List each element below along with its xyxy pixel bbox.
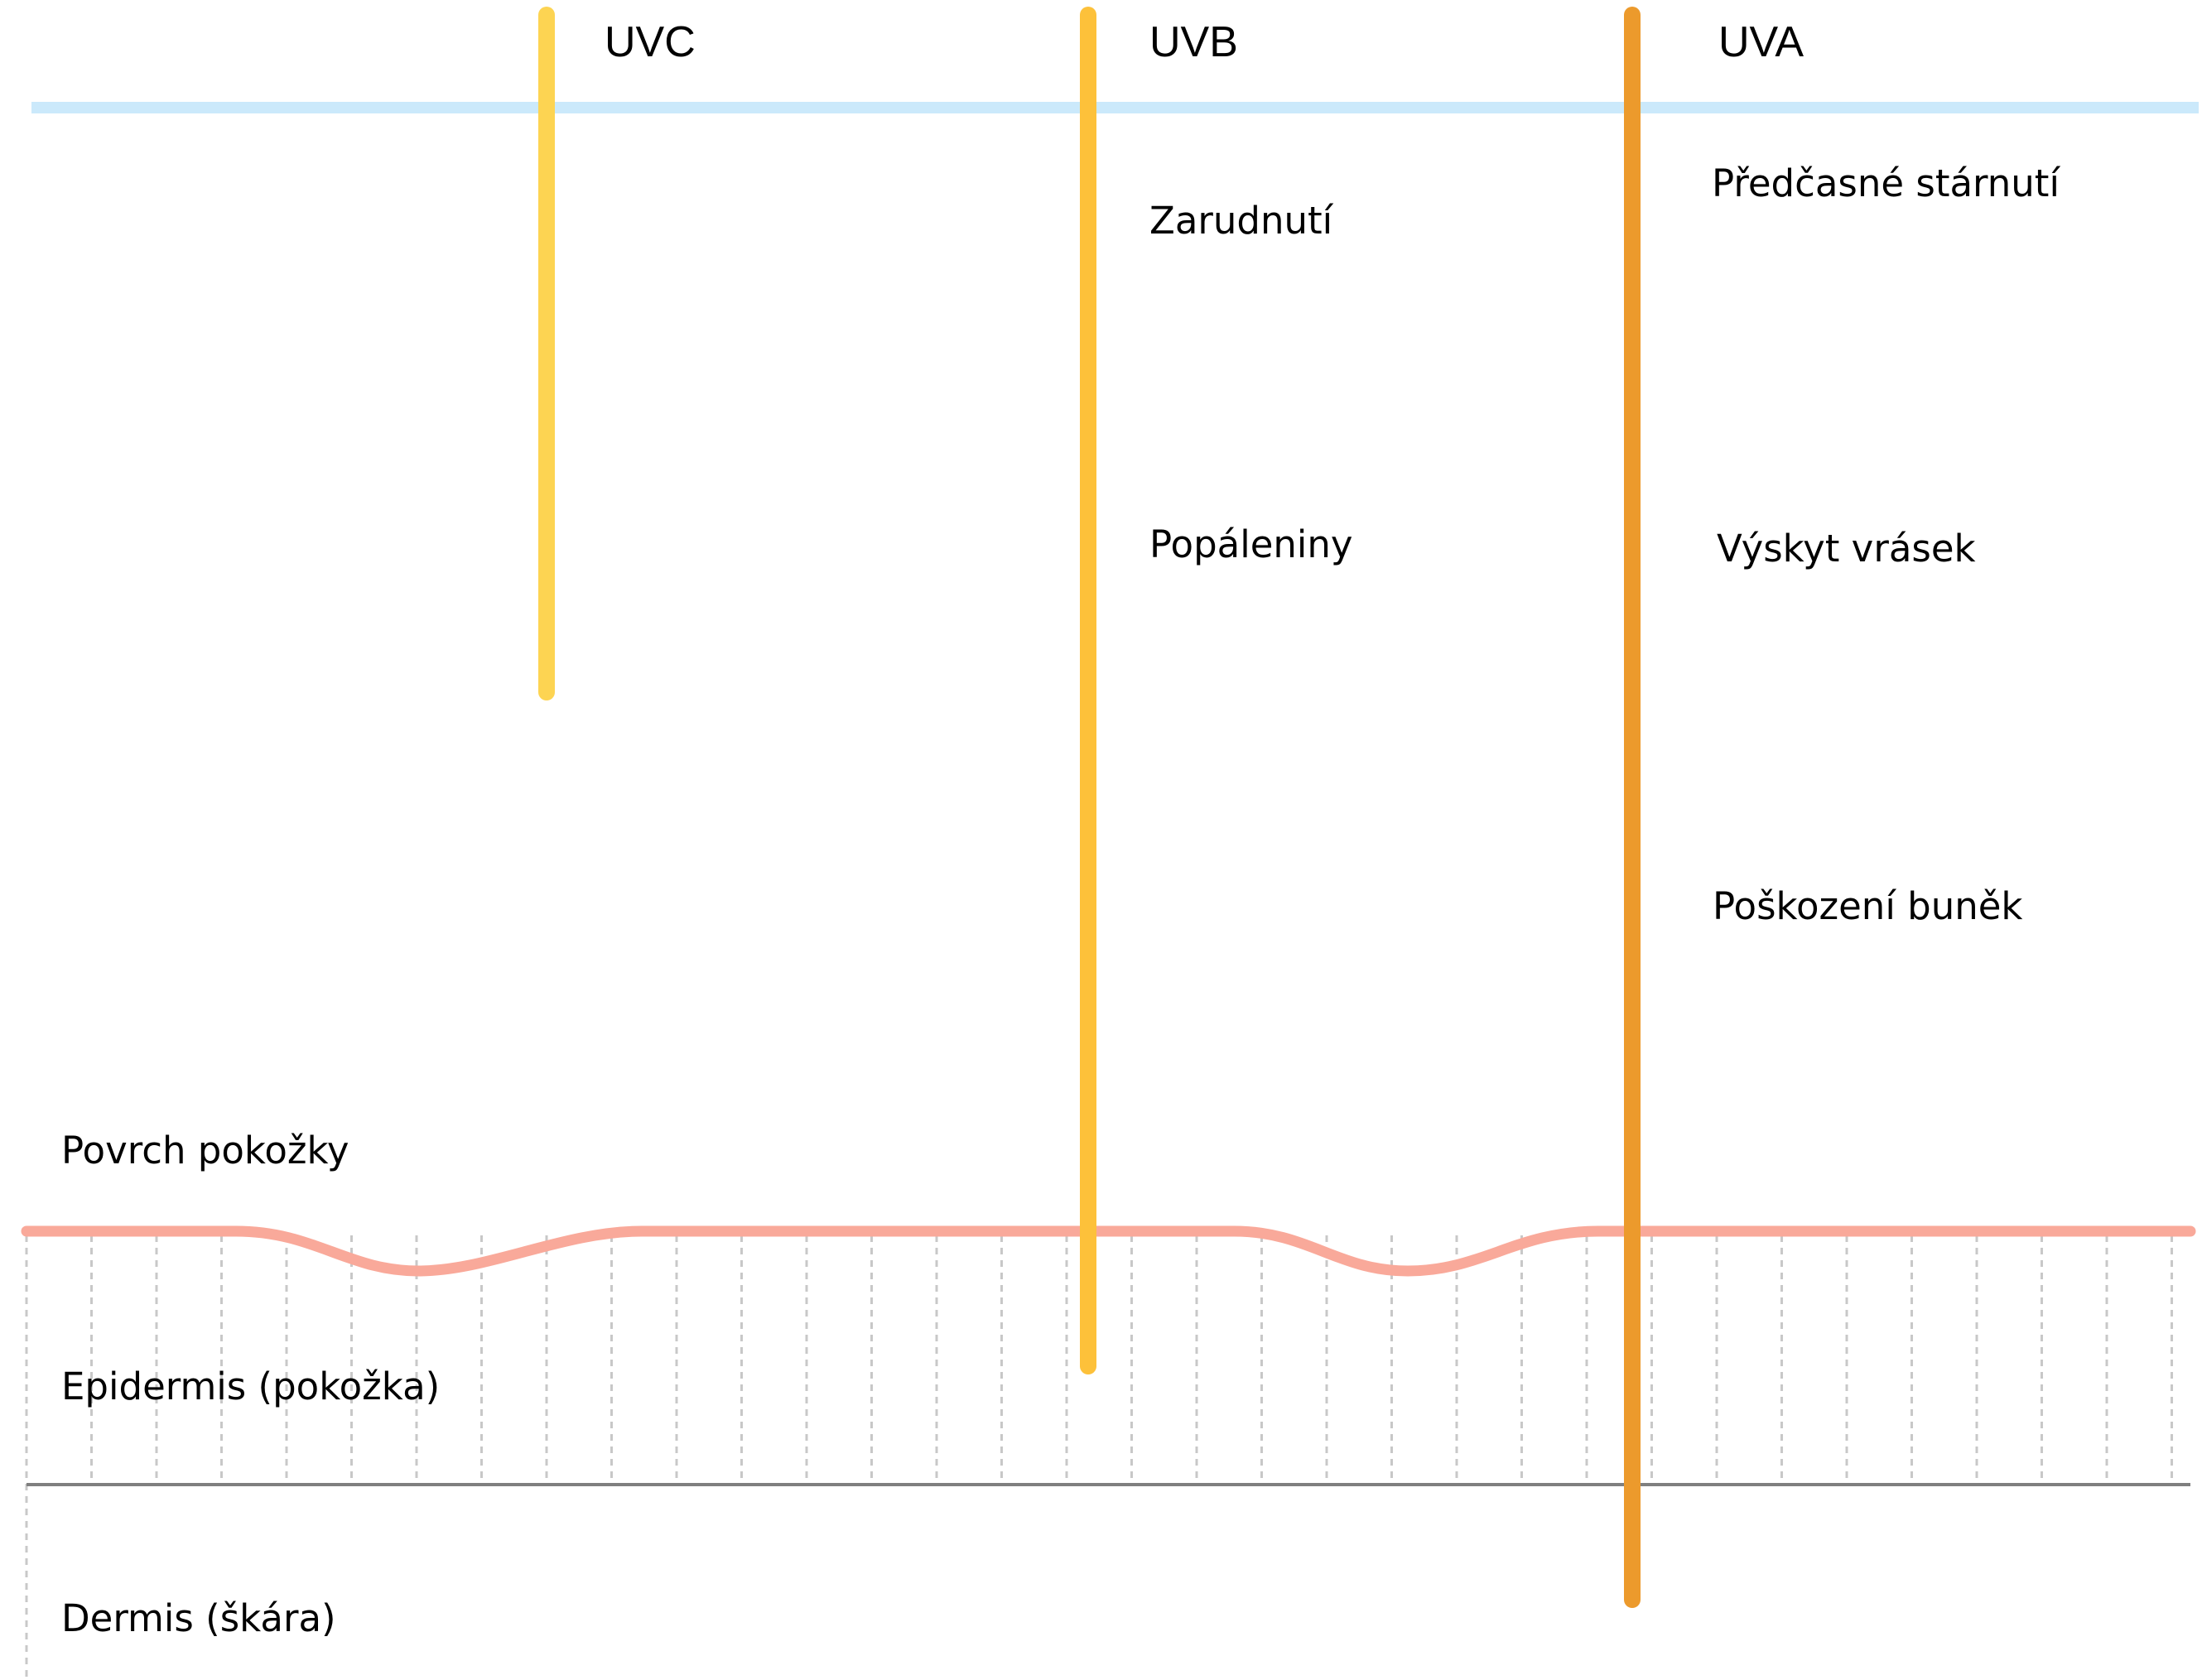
uvb-effect-redness: Zarudnutí — [1149, 199, 1334, 243]
skin-surface-label: Povrch pokožky — [61, 1129, 349, 1172]
uva-label: UVA — [1718, 18, 1804, 66]
epidermis-label: Epidermis (pokožka) — [61, 1365, 440, 1408]
uvb-label: UVB — [1149, 18, 1238, 66]
skin-surface-line — [21, 1225, 2196, 1277]
uvb-effect-sunburn: Popáleniny — [1149, 522, 1353, 566]
uva-effect-premature-aging: Předčasné stárnutí — [1712, 161, 2060, 205]
uva-effect-wrinkles: Výskyt vrásek — [1717, 527, 1976, 570]
skin-tissue-grid — [25, 1235, 2173, 1677]
uvc-label: UVC — [605, 18, 696, 66]
dermis-label: Dermis (škára) — [61, 1596, 336, 1640]
uva-effect-cell-damage: Poškození buněk — [1713, 884, 2022, 928]
